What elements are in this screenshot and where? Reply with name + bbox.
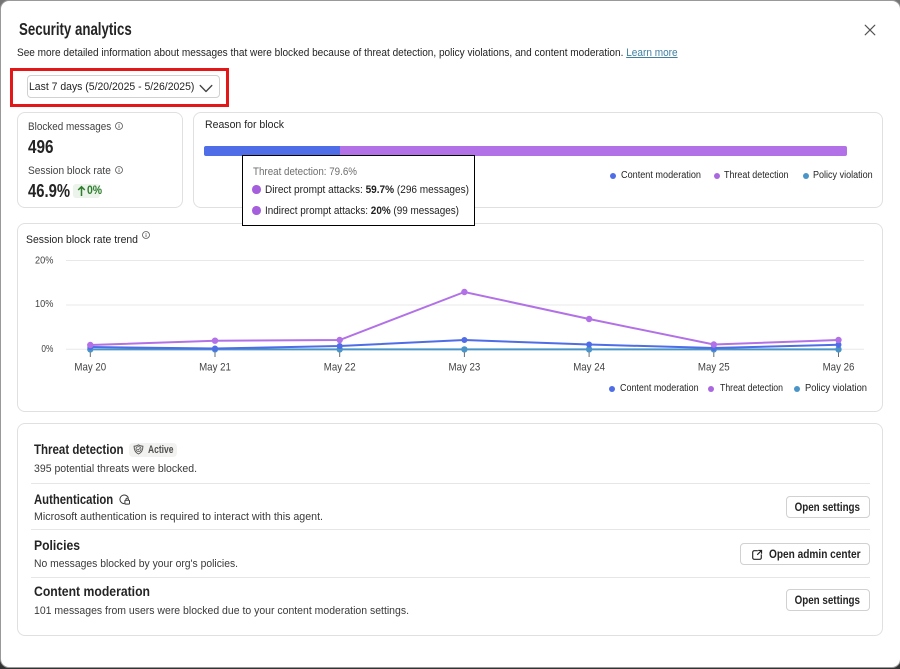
svg-text:May 21: May 21 [199, 361, 231, 373]
svg-text:May 20: May 20 [74, 361, 106, 373]
svg-text:20%: 20% [35, 255, 53, 267]
svg-text:May 24: May 24 [573, 361, 605, 373]
svg-text:May 25: May 25 [698, 361, 730, 373]
svg-text:10%: 10% [35, 298, 53, 310]
svg-text:0%: 0% [41, 343, 53, 355]
svg-text:May 22: May 22 [324, 361, 356, 373]
svg-text:May 26: May 26 [823, 361, 855, 373]
svg-text:May 23: May 23 [449, 361, 481, 373]
